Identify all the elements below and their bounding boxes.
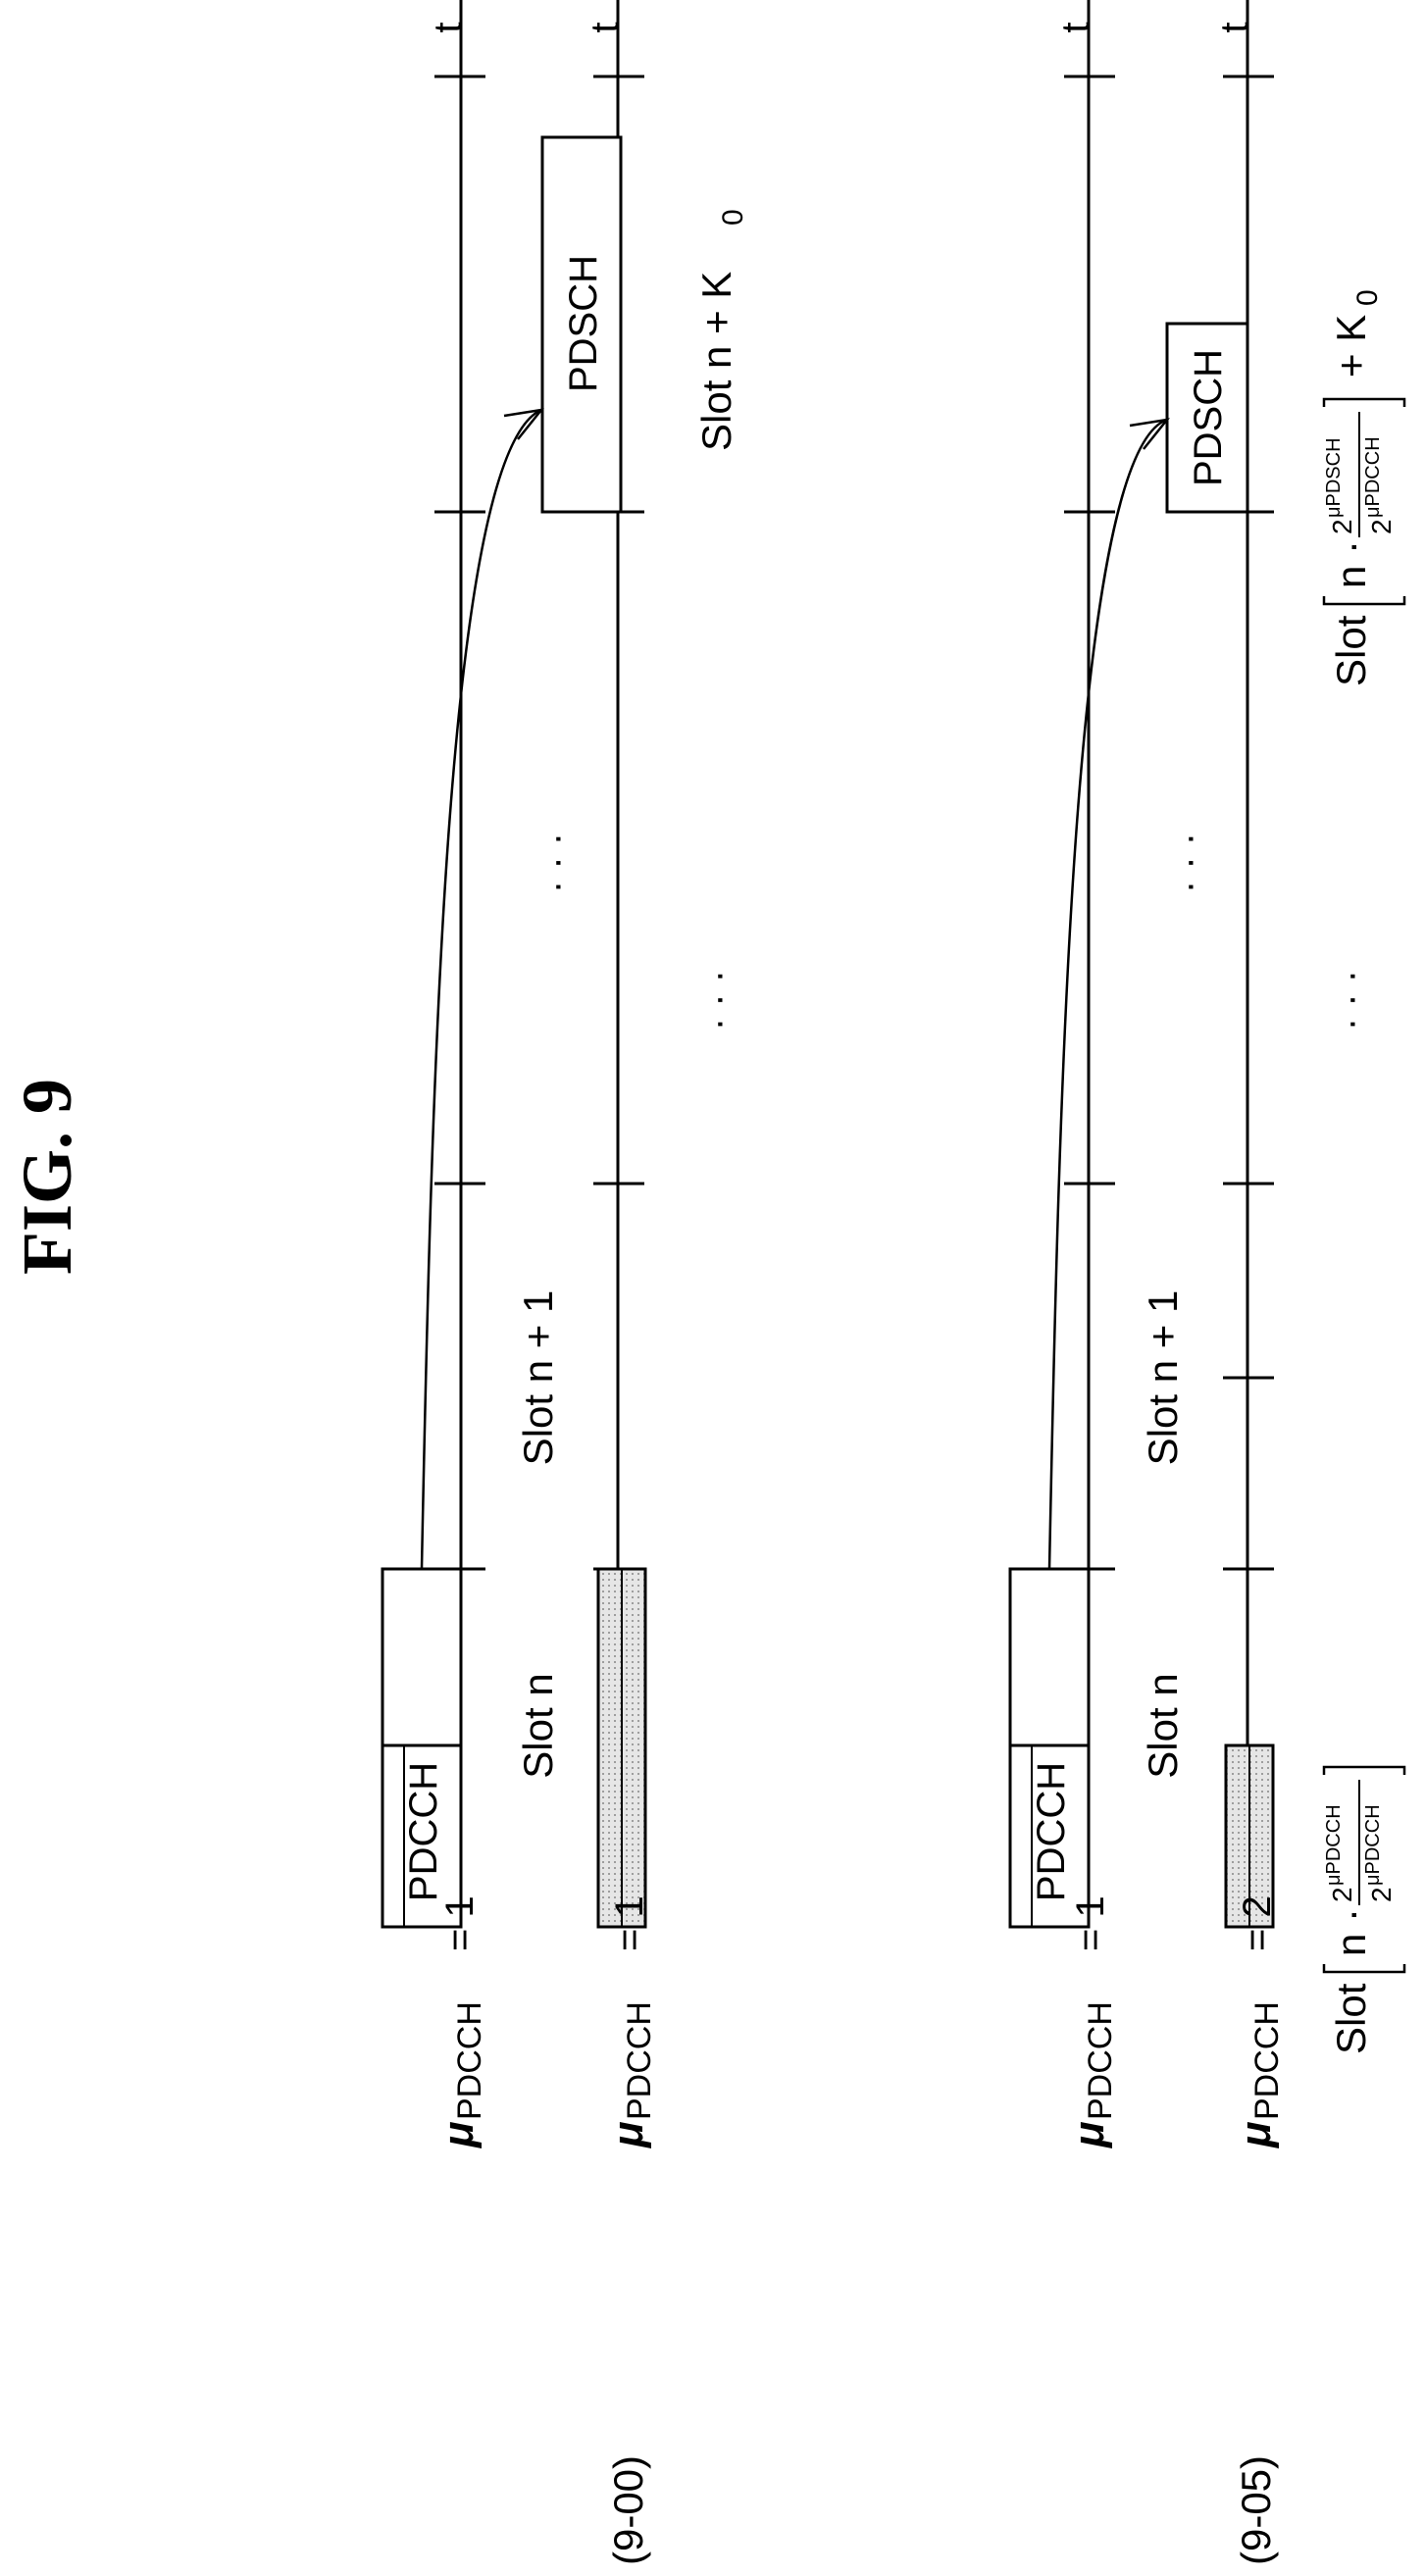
svg-text:= 2: = 2 (1236, 1895, 1279, 1951)
pdsch-label-a: PDSCH (562, 255, 605, 392)
svg-text:PDCCH: PDCCH (1082, 2001, 1119, 2120)
section-label-a: (9-00) (605, 2455, 651, 2565)
svg-text:PDCCH: PDCCH (621, 2001, 658, 2120)
ellipsis-a1: · · · (534, 833, 578, 893)
svg-text:μ: μ (1065, 2121, 1113, 2149)
svg-text:μ: μ (604, 2121, 652, 2149)
svg-text:2: 2 (1327, 519, 1357, 534)
svg-text:μPDSCH: μPDSCH (1323, 437, 1345, 518)
svg-text:0: 0 (717, 209, 749, 226)
time-axis-label-b2: t (1213, 22, 1256, 32)
mu-label-b2: μ PDCCH = 2 (1232, 1895, 1286, 2149)
svg-text:Slot: Slot (1328, 1983, 1374, 2054)
svg-text:+ K: + K (1328, 315, 1374, 378)
slot-k-label-a: Slot n + K 0 (693, 209, 749, 451)
section-label-b: (9-05) (1233, 2455, 1279, 2565)
slot-n-label-b: Slot n (1140, 1673, 1186, 1778)
svg-text:2: 2 (1366, 519, 1397, 534)
formula-slot-pdsch: Slot n · 2 μPDSCH 2 μPDCCH + K 0 (1323, 289, 1404, 686)
svg-text:0: 0 (1351, 289, 1384, 306)
ellipsis-b2: · · · (1329, 970, 1372, 1031)
time-axis-label-a2: t (584, 22, 627, 32)
slot-n1-label-a: Slot n + 1 (515, 1290, 561, 1466)
time-axis-label-a1: t (427, 22, 470, 32)
slot-n1-label-b: Slot n + 1 (1140, 1290, 1186, 1466)
svg-text:2: 2 (1327, 1887, 1357, 1902)
pdcch-label-a: PDCCH (402, 1762, 445, 1901)
svg-text:Slot: Slot (1328, 615, 1374, 686)
mu-label-a1: μ PDCCH = 1 (434, 1895, 488, 2149)
figure-title: FIG. 9 (8, 1079, 86, 1275)
section-9-05: t PDCCH t PDSCH μ PDCCH = 1 (1010, 0, 1404, 2565)
slot-n-label-a: Slot n (515, 1673, 561, 1778)
svg-text:Slot n + K: Slot n + K (693, 272, 739, 451)
svg-text:= 1: = 1 (438, 1895, 482, 1951)
pdcch-label-b: PDCCH (1030, 1762, 1073, 1901)
ellipsis-a2: · · · (696, 970, 739, 1031)
mu-label-b1: μ PDCCH = 1 (1065, 1895, 1119, 2149)
svg-text:μ: μ (434, 2121, 483, 2149)
svg-text:= 1: = 1 (608, 1895, 651, 1951)
svg-text:μPDCCH: μPDCCH (1362, 1804, 1384, 1886)
section-9-00: t PDCCH t PDSCH μ PDCCH = 1 (382, 0, 749, 2565)
svg-text:μPDCCH: μPDCCH (1362, 436, 1384, 518)
svg-text:n ·: n · (1328, 1908, 1374, 1956)
svg-text:= 1: = 1 (1069, 1895, 1112, 1951)
svg-text:PDCCH: PDCCH (451, 2001, 488, 2120)
svg-text:PDCCH: PDCCH (1248, 2001, 1286, 2120)
formula-slot-pdcch: Slot n · 2 μPDCCH 2 μPDCCH (1323, 1767, 1404, 2054)
svg-text:μPDCCH: μPDCCH (1323, 1804, 1345, 1886)
mu-label-a2: μ PDCCH = 1 (604, 1895, 658, 2149)
svg-text:2: 2 (1366, 1887, 1397, 1902)
svg-text:n ·: n · (1328, 540, 1374, 588)
ellipsis-b1: · · · (1167, 833, 1210, 893)
svg-text:μ: μ (1232, 2121, 1280, 2149)
time-axis-label-b1: t (1054, 22, 1097, 32)
pdsch-label-b: PDSCH (1187, 349, 1230, 486)
